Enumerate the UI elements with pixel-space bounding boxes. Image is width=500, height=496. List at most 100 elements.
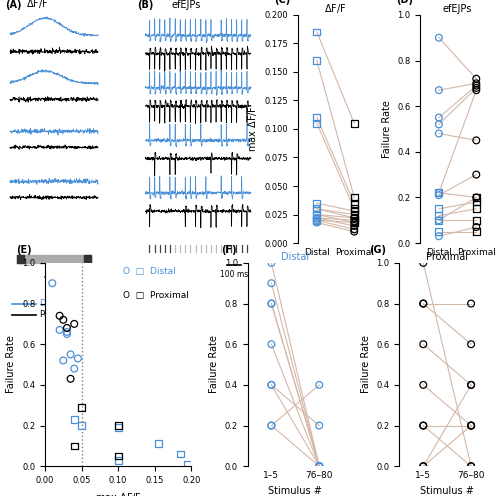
Point	[313, 205, 321, 213]
Point	[350, 219, 358, 227]
X-axis label: max $\Delta$F/F: max $\Delta$F/F	[94, 491, 142, 496]
Text: (B): (B)	[137, 0, 153, 10]
Point	[350, 225, 358, 233]
Point	[472, 193, 480, 201]
Point	[435, 129, 443, 137]
Text: efEJPs: efEJPs	[172, 0, 201, 10]
Point	[313, 205, 321, 213]
Point	[420, 300, 428, 308]
Point	[48, 279, 56, 287]
Point	[467, 340, 475, 348]
Point	[74, 355, 82, 363]
Point	[435, 121, 443, 128]
Point	[472, 223, 480, 231]
Point	[66, 375, 74, 383]
Point	[420, 422, 428, 430]
Point	[350, 216, 358, 224]
Point	[467, 300, 475, 308]
Point	[268, 381, 276, 389]
Point	[66, 350, 74, 358]
Point	[268, 340, 276, 348]
Text: Proximal: Proximal	[39, 310, 76, 319]
Title: Proximal: Proximal	[426, 252, 468, 262]
Point	[313, 219, 321, 227]
Point	[420, 340, 428, 348]
Text: 1 s: 1 s	[64, 291, 76, 300]
Point	[472, 228, 480, 236]
Point	[315, 381, 323, 389]
Y-axis label: Failure Rate: Failure Rate	[361, 336, 371, 393]
Y-axis label: Failure Rate: Failure Rate	[382, 100, 392, 158]
Point	[114, 456, 122, 464]
Text: (G): (G)	[369, 245, 386, 255]
Point	[472, 79, 480, 87]
Point	[472, 171, 480, 179]
Point	[435, 216, 443, 224]
X-axis label: Stimulus #: Stimulus #	[268, 486, 322, 496]
Point	[420, 259, 428, 267]
Point	[313, 214, 321, 222]
Point	[78, 403, 86, 411]
Point	[56, 326, 64, 334]
Point	[472, 75, 480, 83]
Point	[467, 381, 475, 389]
Point	[114, 424, 122, 432]
Point	[315, 462, 323, 470]
Point	[435, 114, 443, 122]
Point	[467, 462, 475, 470]
Point	[313, 210, 321, 218]
Point	[350, 214, 358, 222]
Y-axis label: Failure Rate: Failure Rate	[6, 336, 16, 393]
Point	[315, 462, 323, 470]
Title: Distal: Distal	[281, 252, 310, 262]
Point	[56, 312, 64, 320]
Point	[350, 119, 358, 127]
Point	[268, 422, 276, 430]
Point	[420, 381, 428, 389]
Point	[313, 114, 321, 122]
Point	[63, 328, 71, 336]
Point	[420, 462, 428, 470]
Point	[268, 279, 276, 287]
Y-axis label: Failure Rate: Failure Rate	[209, 336, 219, 393]
Point	[350, 205, 358, 213]
Point	[472, 86, 480, 94]
Point	[315, 462, 323, 470]
Point	[268, 422, 276, 430]
Point	[435, 212, 443, 220]
Point	[315, 462, 323, 470]
Point	[313, 216, 321, 224]
Point	[350, 199, 358, 207]
Point	[70, 416, 78, 424]
Point	[435, 228, 443, 236]
Point	[435, 205, 443, 213]
Point	[467, 422, 475, 430]
Point	[60, 316, 68, 324]
Point	[70, 442, 78, 450]
Point	[268, 300, 276, 308]
Point	[315, 462, 323, 470]
Point	[350, 207, 358, 215]
Text: Distal: Distal	[39, 299, 63, 308]
Text: (F): (F)	[220, 245, 236, 255]
Text: O  □  Distal: O □ Distal	[122, 267, 176, 276]
Point	[313, 216, 321, 224]
Point	[78, 422, 86, 430]
Title: efEJPs: efEJPs	[443, 4, 472, 14]
Point	[313, 28, 321, 36]
Point	[313, 199, 321, 207]
Point	[435, 191, 443, 199]
Point	[315, 462, 323, 470]
Point	[176, 450, 184, 458]
Text: (A): (A)	[6, 0, 22, 10]
Point	[268, 300, 276, 308]
Point	[114, 422, 122, 430]
Point	[350, 219, 358, 227]
X-axis label: Stimulus #: Stimulus #	[420, 486, 474, 496]
Point	[350, 222, 358, 230]
Point	[435, 189, 443, 197]
Point	[268, 381, 276, 389]
Point	[467, 462, 475, 470]
Point	[313, 57, 321, 64]
Point	[435, 216, 443, 224]
